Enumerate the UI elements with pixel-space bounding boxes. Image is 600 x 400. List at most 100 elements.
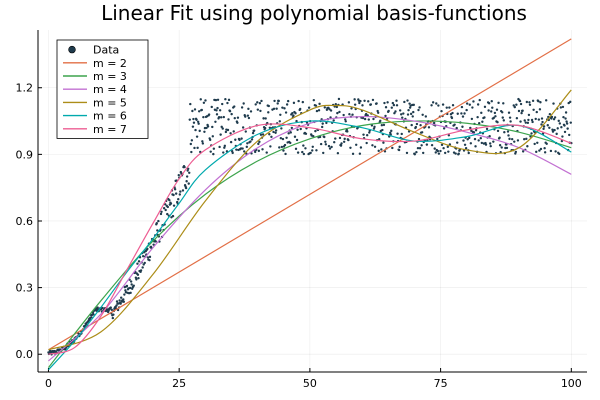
data-point	[552, 118, 556, 121]
data-point	[268, 133, 271, 136]
data-point	[115, 304, 118, 307]
data-point	[222, 151, 225, 154]
data-point	[334, 103, 337, 106]
data-point	[311, 145, 314, 148]
data-point	[257, 149, 261, 153]
data-point	[442, 127, 446, 130]
data-point	[469, 142, 473, 145]
fit-line-5	[48, 89, 572, 351]
data-point	[200, 108, 204, 112]
data-point	[189, 142, 193, 146]
x-tick-label: 75	[434, 377, 448, 390]
data-point	[415, 150, 418, 154]
data-point	[410, 123, 413, 127]
data-point	[403, 100, 406, 104]
data-point	[379, 119, 382, 123]
data-point	[280, 145, 284, 149]
data-point	[421, 113, 424, 116]
data-point	[348, 113, 351, 116]
data-point	[297, 99, 300, 103]
data-point	[557, 119, 560, 123]
data-point	[433, 147, 436, 150]
data-point	[222, 115, 225, 119]
data-point	[240, 137, 243, 140]
data-point	[432, 121, 436, 125]
data-point	[340, 142, 343, 145]
data-point	[304, 132, 308, 135]
data-point	[560, 126, 563, 129]
data-point	[229, 132, 232, 135]
data-point	[299, 107, 302, 111]
data-point	[191, 109, 194, 113]
data-point	[563, 124, 566, 127]
grid	[38, 30, 587, 372]
data-point	[274, 129, 278, 132]
data-point	[250, 138, 254, 141]
data-point	[343, 137, 346, 141]
data-point	[223, 144, 227, 148]
data-point	[260, 99, 263, 103]
data-point	[539, 101, 542, 104]
data-point	[480, 111, 483, 115]
data-point	[289, 141, 292, 145]
data-point	[400, 113, 403, 116]
data-point	[424, 115, 428, 118]
data-point	[219, 116, 223, 119]
data-point	[474, 145, 477, 148]
data-point	[549, 149, 553, 153]
data-point	[164, 208, 167, 212]
data-point	[430, 104, 433, 107]
data-point	[440, 109, 443, 113]
data-point	[461, 125, 464, 128]
data-point	[501, 116, 504, 119]
data-point	[211, 125, 214, 129]
data-point	[227, 118, 230, 121]
data-point	[457, 152, 460, 155]
data-point	[544, 99, 548, 102]
data-point	[479, 137, 482, 140]
data-point	[279, 136, 283, 140]
data-point	[111, 316, 115, 320]
data-point	[353, 103, 357, 106]
data-point	[334, 137, 337, 140]
data-point	[420, 144, 423, 147]
data-point	[406, 113, 410, 116]
data-point	[249, 110, 253, 113]
data-point	[333, 141, 336, 144]
data-point	[265, 151, 268, 154]
data-point	[160, 210, 163, 213]
data-point	[502, 119, 505, 122]
data-point	[198, 129, 201, 133]
data-point	[226, 101, 229, 105]
data-point	[507, 134, 510, 137]
data-point	[395, 104, 399, 107]
data-point	[328, 147, 332, 150]
data-point	[269, 145, 272, 148]
data-point	[373, 125, 376, 129]
data-point	[179, 190, 182, 193]
data-point	[367, 118, 370, 121]
data-point	[477, 139, 480, 142]
data-point	[406, 99, 409, 102]
data-point	[227, 98, 231, 102]
data-point	[463, 112, 466, 115]
data-point	[395, 99, 398, 102]
data-point	[218, 109, 222, 112]
data-point	[503, 130, 506, 134]
data-point	[128, 286, 132, 290]
data-point	[510, 137, 514, 141]
data-point	[471, 106, 474, 109]
data-point	[558, 152, 561, 156]
data-point	[347, 101, 351, 104]
data-point	[252, 129, 256, 132]
data-point	[561, 105, 565, 109]
data-point	[249, 140, 252, 143]
data-point	[358, 152, 362, 155]
data-point	[565, 122, 569, 125]
data-point	[174, 192, 178, 195]
data-point	[278, 120, 281, 123]
data-point	[329, 116, 332, 119]
data-point	[283, 107, 286, 110]
data-point	[541, 120, 544, 124]
data-point	[338, 136, 342, 140]
